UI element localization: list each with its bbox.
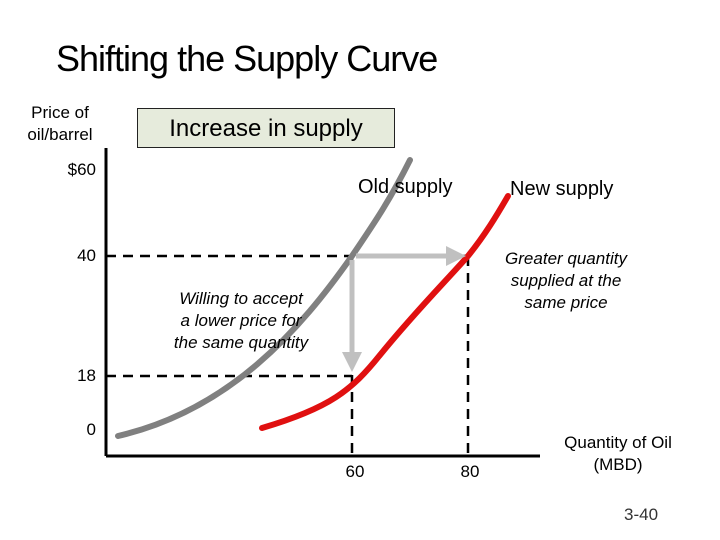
x-axis-label-line1: Quantity of Oil <box>564 433 672 452</box>
y-axis-label: Price of oil/barrel <box>10 102 110 146</box>
horizontal-arrow-head <box>446 246 466 266</box>
y-axis-label-line2: oil/barrel <box>27 125 93 144</box>
x-axis-label-line2: (MBD) <box>593 455 643 474</box>
x-tick-60: 60 <box>345 462 365 481</box>
note-greater-quantity-line2: supplied at the <box>510 271 622 290</box>
slide-number: 3-40 <box>624 505 659 524</box>
x-axis-label: Quantity of Oil (MBD) <box>548 432 688 476</box>
note-lower-price-line1: Willing to accept <box>179 289 303 308</box>
x-tick-80: 80 <box>460 462 480 481</box>
note-lower-price: Willing to accept a lower price for the … <box>152 288 330 354</box>
note-greater-quantity-line1: Greater quantity <box>505 249 627 268</box>
old-supply-label: Old supply <box>358 176 453 198</box>
y-tick-40: 40 <box>77 246 96 265</box>
new-supply-curve <box>259 193 511 431</box>
note-greater-quantity-line3: same price <box>524 293 608 312</box>
note-lower-price-line3: the same quantity <box>173 333 309 352</box>
new-supply-label: New supply <box>510 178 614 200</box>
note-lower-price-line2: a lower price for <box>180 311 302 330</box>
y-tick-18: 18 <box>77 366 96 385</box>
vertical-arrow-head <box>342 352 362 372</box>
y-tick-0: 0 <box>86 420 96 439</box>
page-title: Shifting the Supply Curve <box>56 38 438 79</box>
old-supply-curve <box>115 157 413 439</box>
y-axis-label-line1: Price of <box>31 103 89 122</box>
increase-in-supply-box: Increase in supply <box>137 108 395 148</box>
note-greater-quantity: Greater quantity supplied at the same pr… <box>478 248 654 314</box>
y-tick-60: $60 <box>67 160 96 179</box>
